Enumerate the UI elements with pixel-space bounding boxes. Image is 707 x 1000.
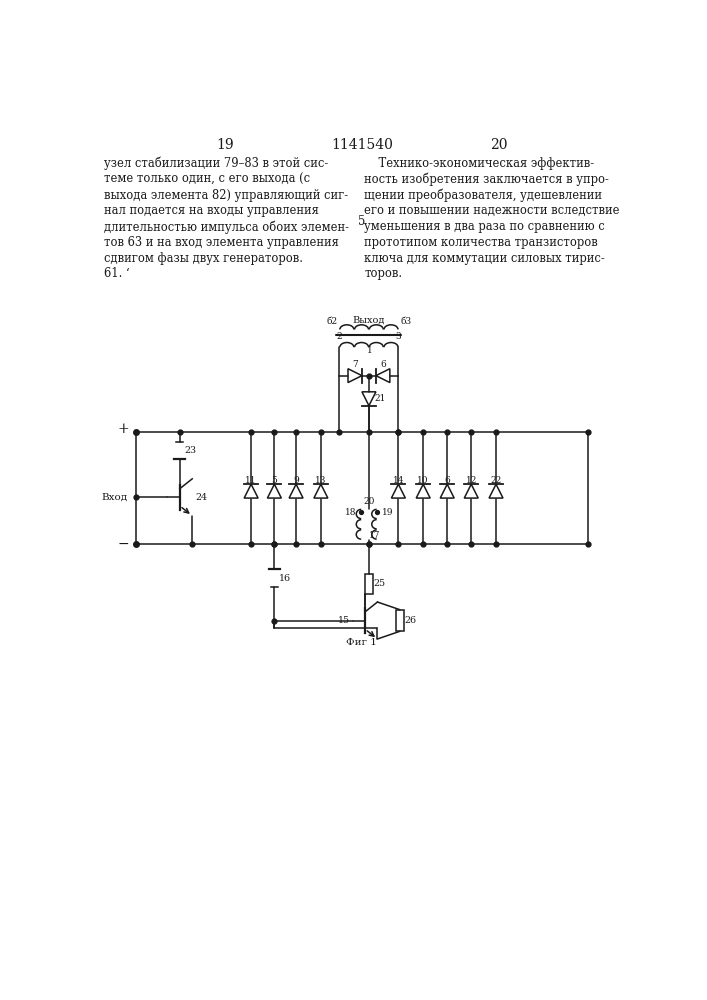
Bar	[396, 610, 404, 631]
Text: теме только один, с его выхода (с: теме только один, с его выхода (с	[104, 173, 310, 186]
Text: +: +	[117, 422, 129, 436]
Text: 18: 18	[344, 508, 356, 517]
Text: 20: 20	[363, 497, 375, 506]
Text: 15: 15	[337, 616, 349, 625]
Text: 22: 22	[491, 476, 502, 485]
Text: тов 63 и на вход элемента управления: тов 63 и на вход элемента управления	[104, 236, 339, 249]
Text: Технико-экономическая эффектив-: Технико-экономическая эффектив-	[364, 157, 595, 170]
Text: 13: 13	[315, 476, 327, 485]
Text: б3: б3	[401, 317, 411, 326]
Text: 17: 17	[369, 531, 381, 540]
Text: 10: 10	[417, 476, 429, 485]
Text: 23: 23	[185, 446, 197, 455]
Text: 14: 14	[392, 476, 404, 485]
Text: 6: 6	[380, 360, 386, 369]
Text: прототипом количества транзисторов: прототипом количества транзисторов	[364, 236, 598, 249]
Text: 2: 2	[337, 332, 342, 341]
Bar	[365, 574, 373, 594]
Text: 24: 24	[195, 493, 207, 502]
Text: 1141540: 1141540	[331, 138, 393, 152]
Text: Выход: Выход	[353, 316, 385, 325]
Text: ключа для коммутации силовых тирис-: ключа для коммутации силовых тирис-	[364, 252, 605, 265]
Text: 1: 1	[367, 346, 373, 355]
Text: б2: б2	[326, 317, 337, 326]
Text: 7: 7	[352, 360, 358, 369]
Text: торов.: торов.	[364, 267, 402, 280]
Text: 5: 5	[271, 476, 277, 485]
Text: 3: 3	[395, 332, 401, 341]
Text: 19: 19	[217, 138, 234, 152]
Text: 6: 6	[444, 476, 450, 485]
Text: 26: 26	[404, 616, 416, 625]
Text: 11: 11	[245, 476, 257, 485]
Text: 20: 20	[491, 138, 508, 152]
Text: −: −	[117, 536, 129, 550]
Text: 16: 16	[279, 574, 291, 583]
Text: сдвигом фазы двух генераторов.: сдвигом фазы двух генераторов.	[104, 252, 303, 265]
Text: щении преобразователя, удешевлении: щении преобразователя, удешевлении	[364, 189, 602, 202]
Text: 9: 9	[293, 476, 299, 485]
Text: уменьшения в два раза по сравнению с: уменьшения в два раза по сравнению с	[364, 220, 605, 233]
Text: 61. ‘: 61. ‘	[104, 267, 129, 280]
Text: Вход: Вход	[101, 493, 127, 502]
Text: 12: 12	[465, 476, 477, 485]
Text: его и повышении надежности вследствие: его и повышении надежности вследствие	[364, 204, 620, 217]
Text: 5: 5	[358, 215, 366, 228]
Text: выхода элемента 82) управляющий сиг-: выхода элемента 82) управляющий сиг-	[104, 189, 348, 202]
Text: нал подается на входы управления: нал подается на входы управления	[104, 204, 319, 217]
Text: Фиг 1: Фиг 1	[346, 638, 377, 647]
Text: 21: 21	[374, 394, 385, 403]
Text: узел стабилизации 79–83 в этой сис-: узел стабилизации 79–83 в этой сис-	[104, 157, 328, 170]
Text: длительностью импульса обоих элемен-: длительностью импульса обоих элемен-	[104, 220, 349, 234]
Text: 19: 19	[382, 508, 393, 517]
Text: ность изобретения заключается в упро-: ность изобретения заключается в упро-	[364, 173, 609, 186]
Text: 25: 25	[373, 579, 385, 588]
